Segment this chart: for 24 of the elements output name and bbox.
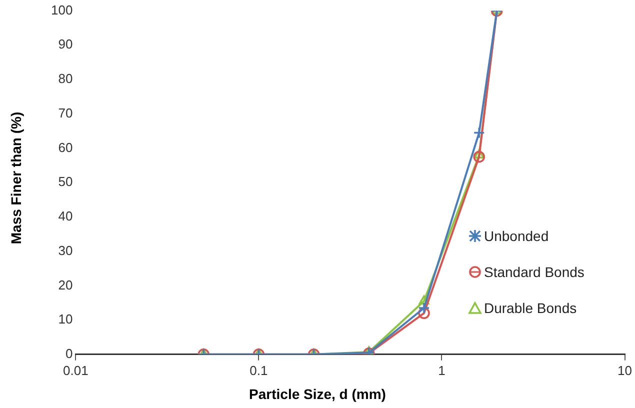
- legend-label: Standard Bonds: [484, 264, 584, 280]
- y-tick-label: 20: [58, 277, 73, 292]
- y-tick-label: 0: [65, 346, 73, 361]
- y-axis-title: Mass Finer than (%): [8, 110, 24, 246]
- y-tick-label: 80: [58, 71, 73, 86]
- point: [473, 150, 486, 163]
- legend-label: Durable Bonds: [484, 300, 577, 316]
- x-axis-title: Particle Size, d (mm): [248, 386, 387, 402]
- x-tick-label: 10: [618, 362, 632, 378]
- x-tick-label: 0.01: [63, 362, 88, 378]
- point: [473, 126, 486, 139]
- x-tick-label: 1: [438, 362, 446, 378]
- y-tick-label: 10: [58, 312, 73, 327]
- y-tick-label: 40: [58, 208, 73, 224]
- point: [418, 295, 430, 305]
- legend-label: Unbonded: [484, 228, 549, 244]
- y-tick-label: 90: [58, 36, 73, 52]
- x-tick-label: 0.1: [250, 362, 268, 378]
- y-tick-label: 70: [58, 105, 73, 120]
- y-tick-label: 50: [58, 174, 73, 190]
- y-tick-label: 100: [50, 2, 73, 18]
- point: [474, 149, 484, 159]
- y-tick-label: 30: [58, 242, 73, 258]
- y-tick-label: 60: [58, 140, 73, 155]
